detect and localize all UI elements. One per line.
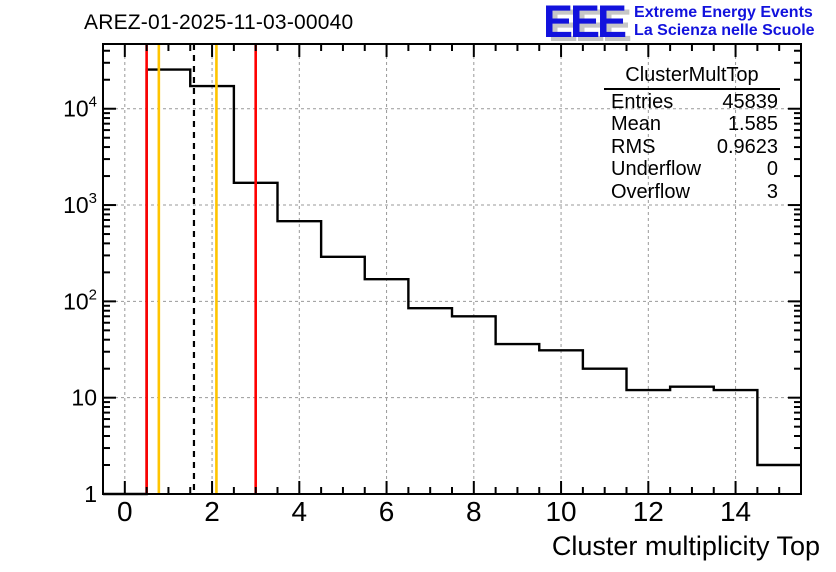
stats-box-title: ClusterMultTop — [625, 64, 759, 86]
stats-box: ClusterMultTop Entries 45839 Mean 1.585 RMS 0… — [604, 63, 780, 203]
stats-label: Overflow — [611, 180, 690, 203]
eee-logo-taglines: Extreme Energy Events La Scienza nelle S… — [634, 1, 815, 40]
stats-label: Mean — [611, 113, 662, 136]
x-tick-label: 6 — [379, 496, 395, 527]
stats-row-overflow: Overflow 3 — [604, 181, 780, 203]
x-tick-label: 4 — [292, 496, 308, 527]
x-tick-label: 8 — [466, 496, 482, 527]
stats-box-rows: Entries 45839 Mean 1.585 RMS 0.9623 Underflow 0… — [604, 90, 780, 203]
x-tick-label: 10 — [545, 496, 576, 527]
x-tick-label: 2 — [204, 496, 220, 527]
y-tick-label: 102 — [63, 286, 97, 314]
stats-row-underflow: Underflow 0 — [604, 158, 780, 180]
y-tick-label: 103 — [63, 190, 97, 218]
eee-logo-acronym: EEE — [543, 0, 627, 47]
eee-logo-tagline-1: Extreme Energy Events — [634, 4, 813, 21]
stats-value: 0.9623 — [716, 135, 778, 158]
y-tick-label: 1 — [84, 481, 97, 507]
x-axis-title: Cluster multiplicity Top — [551, 531, 820, 561]
stats-label: Underflow — [611, 158, 702, 181]
y-tick-label: 104 — [63, 94, 97, 122]
stats-box-divider — [604, 88, 780, 90]
stats-value: 0 — [766, 158, 778, 181]
histogram-outline — [103, 68, 801, 496]
stats-value: 45839 — [722, 91, 778, 113]
stats-value: 3 — [766, 180, 778, 203]
stats-row-rms: RMS 0.9623 — [604, 136, 780, 158]
x-tick-label: 14 — [720, 496, 751, 527]
stats-row-entries: Entries 45839 — [604, 91, 780, 113]
stats-label: Entries — [611, 91, 674, 113]
stats-label: RMS — [611, 135, 656, 158]
y-tick-label: 10 — [71, 385, 97, 411]
x-tick-label: 0 — [117, 496, 133, 527]
eee-logo-tagline-2: La Scienza nelle Scuole — [634, 22, 815, 39]
eee-logo: EEE Extreme Energy Events La Scienza nel… — [543, 0, 815, 47]
plot-title: AREZ-01-2025-11-03-00040 — [84, 11, 354, 34]
x-tick-label: 12 — [633, 496, 664, 527]
stats-value: 1.585 — [727, 113, 778, 136]
stats-row-mean: Mean 1.585 — [604, 113, 780, 135]
